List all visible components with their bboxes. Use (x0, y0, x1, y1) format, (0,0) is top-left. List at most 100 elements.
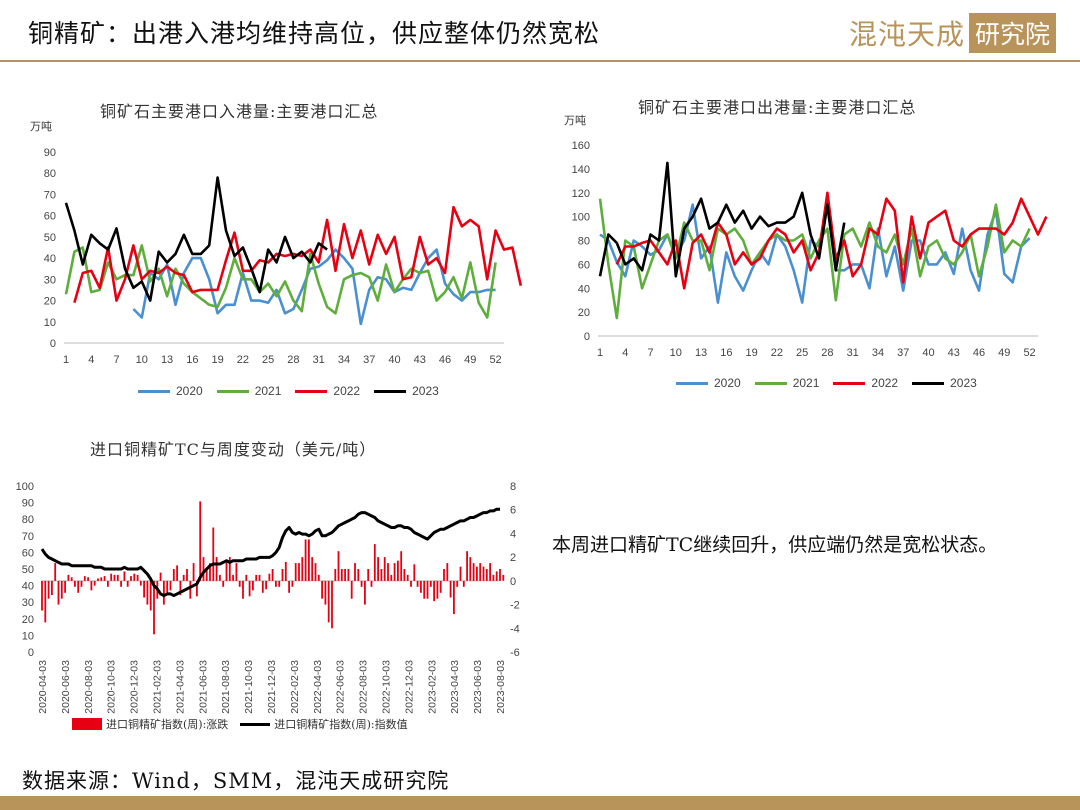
chart2-xtick: 43 (948, 347, 960, 359)
chart1-xtick: 25 (262, 354, 274, 366)
chart3-bar (337, 551, 340, 581)
chart3-bar (443, 569, 445, 581)
chart3-bar (373, 544, 376, 581)
chart3-bar (222, 580, 225, 587)
chart3-bar (340, 569, 343, 581)
commentary-text: 本周进口精矿TC继续回升，供应端仍然是宽松状态。 (552, 534, 998, 556)
chart3-bar (149, 580, 152, 611)
chart3-bar (449, 580, 452, 598)
chart3-bar (47, 580, 50, 599)
chart2-legend: 2020 2021 2022 2023 (676, 376, 991, 390)
chart3-bar (120, 580, 122, 587)
chart2-series-2022 (615, 191, 1048, 290)
chart3-bar (205, 569, 208, 581)
legend2-label-2021: 2021 (792, 376, 820, 390)
chart2-ytick: 0 (584, 331, 590, 343)
chart2-xtick: 52 (1023, 347, 1035, 359)
chart3-bar (215, 557, 218, 581)
legend3-line-swatch (240, 722, 271, 726)
footer-band (0, 796, 1080, 810)
legend-label-2020: 2020 (176, 384, 203, 398)
chart2-ytick: 80 (578, 236, 590, 248)
chart3-bar (439, 580, 442, 593)
legend2-item-2020: 2020 (676, 376, 741, 390)
chart1-xtick: 43 (414, 354, 426, 366)
chart3-bar (489, 563, 491, 581)
chart3-bar (380, 569, 383, 581)
chart3-bar (261, 580, 264, 593)
chart3-bar (298, 563, 300, 581)
chart3-xtick: 2020-06-03 (60, 660, 72, 714)
chart3-bar (492, 574, 495, 581)
chart3-ytick-right: 2 (510, 552, 516, 564)
chart3-bar (179, 580, 182, 596)
chart3-ytick-right: -2 (510, 600, 520, 612)
logo-box-text: 研究院 (968, 13, 1056, 53)
legend-swatch-2022 (295, 389, 328, 393)
chart3-bar (176, 565, 178, 581)
chart3-bar (331, 580, 333, 629)
chart1-ytick: 30 (44, 274, 56, 286)
chart3-bar (360, 580, 363, 587)
chart3-bar (426, 580, 429, 599)
chart3-title: 进口铜精矿TC与周度变动（美元/吨） (90, 440, 377, 459)
chart3-bar (390, 574, 393, 581)
chart3-bar (87, 577, 89, 581)
chart2-xtick: 13 (695, 347, 707, 359)
chart2-xtick: 37 (897, 347, 909, 359)
chart2-ytick: 120 (572, 188, 590, 200)
chart3-ytick-right: -6 (510, 647, 520, 659)
chart1-ytick: 90 (44, 147, 56, 159)
legend2-swatch-2022 (833, 381, 866, 385)
legend2-swatch-2023 (912, 381, 945, 385)
chart3-bar (44, 580, 47, 623)
legend2-swatch-2020 (676, 381, 708, 385)
chart3-bar (219, 574, 221, 581)
chart3-bar (400, 551, 403, 581)
chart3-xtick: 2021-06-03 (197, 660, 209, 714)
chart3-bar (182, 574, 185, 581)
chart3-bar (271, 569, 274, 581)
chart1-xtick: 1 (63, 354, 69, 366)
legend2-label-2023: 2023 (950, 376, 977, 390)
chart3-bar (433, 580, 435, 602)
chart3-xtick: 2023-06-03 (472, 660, 484, 714)
chart3-bar (278, 580, 281, 587)
chart3-bar (485, 569, 488, 581)
chart3-bar (130, 576, 132, 581)
chart3-bar (367, 569, 370, 581)
chart3-bar (80, 580, 83, 587)
chart3-bar (60, 580, 63, 599)
chart2-xtick: 4 (622, 347, 628, 359)
chart3-bar (199, 501, 202, 581)
chart3-bar (334, 569, 337, 581)
chart3-bar (321, 580, 323, 599)
chart3-xtick: 2022-10-03 (381, 660, 393, 714)
chart3-ytick-left: 50 (22, 564, 34, 576)
chart3-ytick-left: 60 (22, 547, 34, 559)
chart3-bar (495, 571, 498, 581)
chart3-bar (143, 580, 145, 598)
chart3-xtick: 2021-10-03 (243, 660, 255, 714)
chart3-bar (51, 580, 53, 596)
legend2-label-2022: 2022 (871, 376, 899, 390)
chart3-bar (90, 580, 93, 591)
chart1-xtick: 46 (439, 354, 451, 366)
chart3-bar (166, 580, 169, 593)
chart3-ytick-left: 10 (22, 630, 34, 642)
chart3-ytick-left: 90 (22, 498, 34, 510)
chart1-ytick: 60 (44, 211, 56, 223)
chart3-bar (202, 557, 205, 581)
chart3-xtick: 2022-04-03 (312, 660, 324, 714)
chart1-xtick: 31 (313, 354, 325, 366)
chart3-bar (209, 563, 211, 581)
chart3-bar (317, 574, 320, 581)
chart3-xtick: 2020-08-03 (83, 660, 95, 714)
chart2-series-2020 (599, 203, 1031, 304)
chart3-bar (499, 569, 501, 581)
chart3-bar (364, 580, 366, 605)
chart3-bar (232, 574, 234, 581)
chart3-bar (265, 580, 267, 590)
chart3-bar (238, 580, 241, 587)
chart3-xtick: 2022-02-03 (289, 660, 301, 714)
